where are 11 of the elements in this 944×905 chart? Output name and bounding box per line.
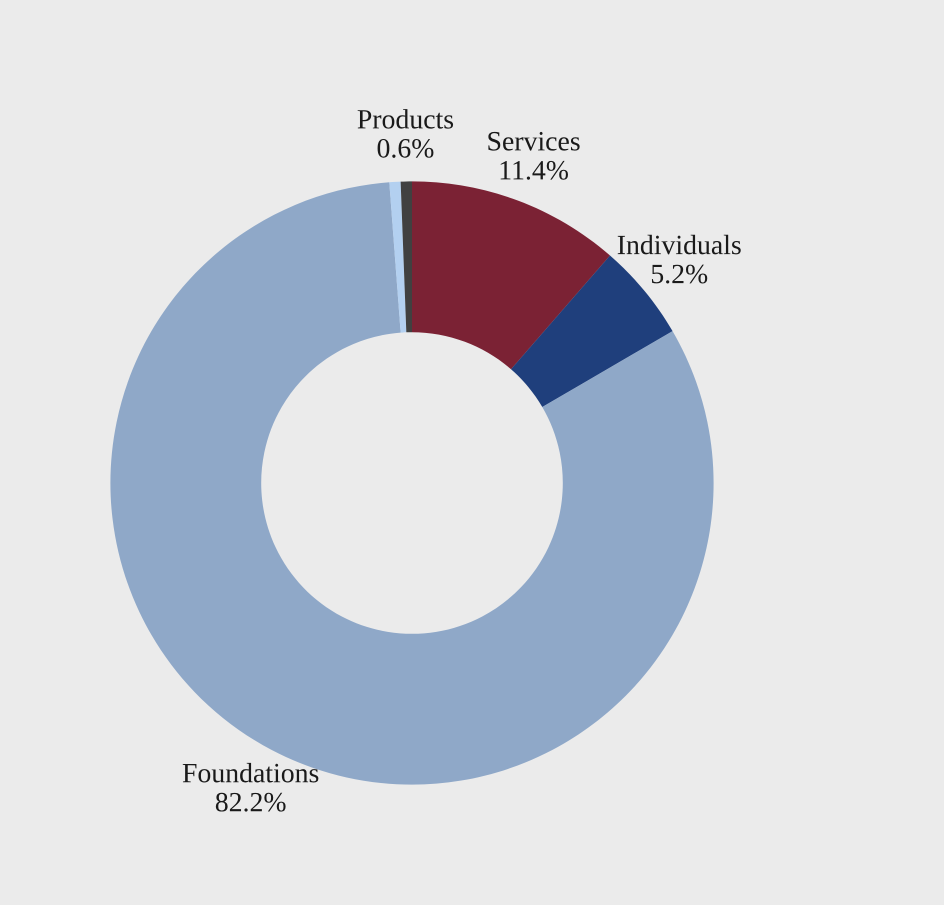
slice-label: Individuals	[618, 234, 741, 254]
data-label: 82.2%	[216, 792, 286, 812]
data-label: 11.4%	[500, 160, 568, 180]
donut-slice	[412, 181, 610, 370]
data-label: 5.2%	[652, 264, 708, 284]
donut-slice	[389, 182, 406, 333]
data-label: 0.6%	[378, 138, 434, 158]
slice-label: Products	[358, 109, 454, 129]
slice-label: Foundations	[182, 762, 318, 782]
slice-label: Services	[488, 132, 580, 151]
donut-slice	[400, 181, 412, 332]
